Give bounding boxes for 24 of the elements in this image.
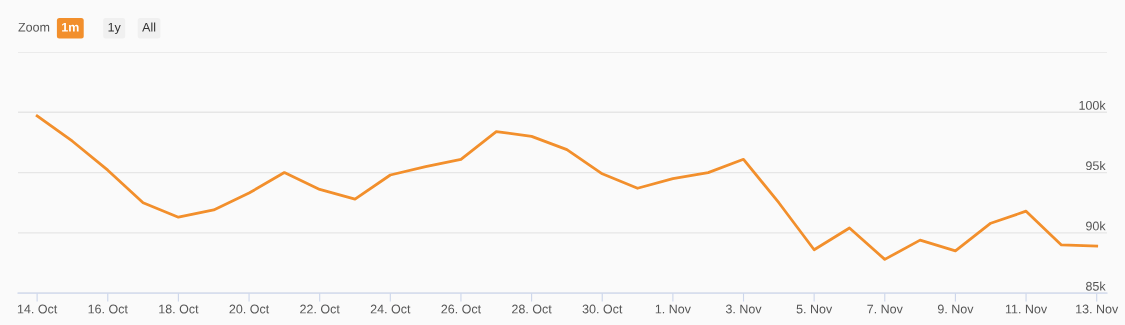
x-tick-label: 20. Oct [229, 304, 270, 314]
x-tick-label: 22. Oct [300, 304, 340, 314]
x-tick-label: 7. Nov [867, 304, 903, 314]
x-tick-label: 16. Oct [88, 304, 128, 314]
x-tick-label: 24. Oct [370, 304, 411, 314]
x-tick-label: 1. Nov [655, 304, 691, 314]
x-tick-label: 5. Nov [796, 304, 833, 314]
x-tick-label: 13. Nov [1076, 304, 1119, 314]
x-tick-label: 26. Oct [441, 304, 482, 314]
text: 1y [108, 22, 121, 35]
x-tick-label: 28. Oct [512, 304, 552, 314]
x-tick-label: 9. Nov [937, 304, 974, 314]
x-tick-label: 3. Nov [725, 304, 762, 314]
x-tick-label: 30. Oct [582, 304, 623, 314]
y-tick-label: 100k [1079, 100, 1106, 110]
x-tick-label: 14. Oct [17, 304, 58, 314]
text: 1m [62, 22, 79, 32]
y-tick-label: 95k [1086, 160, 1106, 171]
text: All [142, 22, 156, 32]
x-tick-label: 11. Nov [1005, 304, 1048, 314]
y-tick-label: 90k [1086, 221, 1106, 231]
x-tick-label: 18. Oct [159, 304, 199, 314]
y-tick-label: 85k [1086, 281, 1106, 291]
text: Zoom [18, 22, 50, 32]
